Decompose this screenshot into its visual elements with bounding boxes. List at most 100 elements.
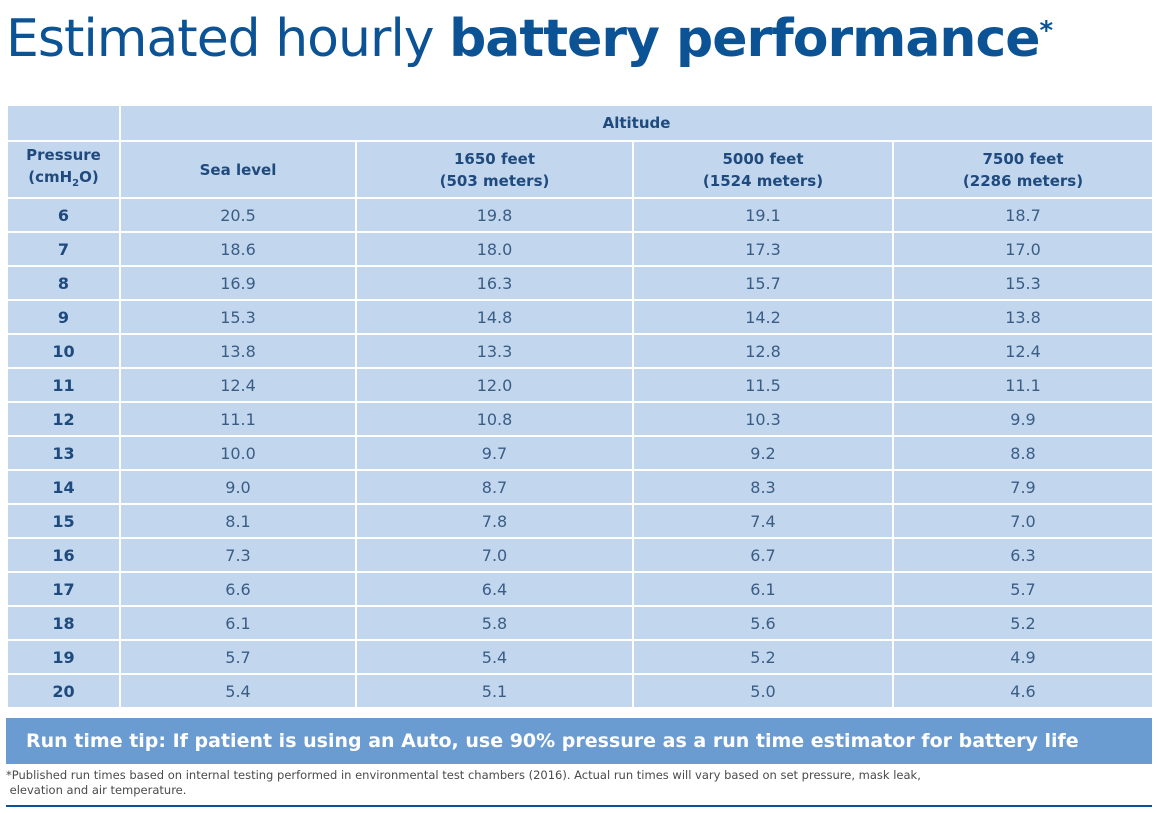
column-header-sea-level: Sea level (119, 140, 357, 199)
runtime-cell: 18.7 (891, 197, 1155, 233)
table-row: 16 7.3 7.0 6.7 6.3 (6, 537, 1155, 573)
runtime-cell: 12.4 (119, 367, 357, 403)
column-header-7500-feet: 7500 feet (2286 meters) (891, 140, 1155, 199)
table-row: 6 20.5 19.8 19.1 18.7 (6, 197, 1155, 233)
runtime-cell: 6.4 (355, 571, 634, 607)
runtime-cell: 13.8 (119, 333, 357, 369)
table-row: 11 12.4 12.0 11.5 11.1 (6, 367, 1155, 403)
pressure-cell: 17 (6, 571, 121, 607)
footnote: *Published run times based on internal t… (6, 768, 1136, 798)
runtime-cell: 10.8 (355, 401, 634, 437)
pressure-cell: 11 (6, 367, 121, 403)
table-row: 8 16.9 16.3 15.7 15.3 (6, 265, 1155, 301)
runtime-cell: 13.8 (891, 299, 1155, 335)
table-row: 13 10.0 9.7 9.2 8.8 (6, 435, 1155, 471)
runtime-cell: 4.6 (891, 673, 1155, 709)
table-row: 18 6.1 5.8 5.6 5.2 (6, 605, 1155, 641)
table-row: 14 9.0 8.7 8.3 7.9 (6, 469, 1155, 505)
runtime-cell: 17.3 (632, 231, 894, 267)
runtime-cell: 8.3 (632, 469, 894, 505)
runtime-cell: 5.6 (632, 605, 894, 641)
empty-corner-cell (6, 104, 121, 142)
runtime-cell: 7.8 (355, 503, 634, 539)
runtime-cell: 17.0 (891, 231, 1155, 267)
pressure-header-line1: Pressure (26, 146, 101, 164)
runtime-cell: 9.0 (119, 469, 357, 505)
runtime-cell: 5.8 (355, 605, 634, 641)
runtime-cell: 8.7 (355, 469, 634, 505)
table-row: 17 6.6 6.4 6.1 5.7 (6, 571, 1155, 607)
runtime-cell: 5.0 (632, 673, 894, 709)
runtime-cell: 14.2 (632, 299, 894, 335)
title-light-part: Estimated hourly (6, 9, 450, 69)
runtime-cell: 15.7 (632, 265, 894, 301)
runtime-cell: 16.9 (119, 265, 357, 301)
runtime-cell: 4.9 (891, 639, 1155, 675)
runtime-cell: 9.9 (891, 401, 1155, 437)
pressure-cell: 16 (6, 537, 121, 573)
title-bold-part: battery performance (449, 9, 1040, 69)
runtime-cell: 8.1 (119, 503, 357, 539)
table-row: 12 11.1 10.8 10.3 9.9 (6, 401, 1155, 437)
runtime-cell: 7.9 (891, 469, 1155, 505)
pressure-cell: 19 (6, 639, 121, 675)
runtime-cell: 15.3 (119, 299, 357, 335)
runtime-cell: 5.1 (355, 673, 634, 709)
runtime-cell: 8.8 (891, 435, 1155, 471)
pressure-cell: 6 (6, 197, 121, 233)
table-row: 19 5.7 5.4 5.2 4.9 (6, 639, 1155, 675)
pressure-cell: 10 (6, 333, 121, 369)
runtime-cell: 5.2 (632, 639, 894, 675)
runtime-cell: 6.1 (119, 605, 357, 641)
runtime-cell: 9.7 (355, 435, 634, 471)
runtime-cell: 11.1 (891, 367, 1155, 403)
pressure-cell: 12 (6, 401, 121, 437)
page-title: Estimated hourly battery performance* (6, 4, 1156, 74)
pressure-cell: 18 (6, 605, 121, 641)
runtime-cell: 12.8 (632, 333, 894, 369)
runtime-cell: 5.2 (891, 605, 1155, 641)
runtime-cell: 18.0 (355, 231, 634, 267)
footnote-line1: *Published run times based on internal t… (6, 768, 921, 782)
runtime-cell: 16.3 (355, 265, 634, 301)
runtime-cell: 10.3 (632, 401, 894, 437)
runtime-cell: 7.0 (355, 537, 634, 573)
pressure-header-unit: (cmH2O) (28, 168, 99, 189)
run-time-tip-bar: Run time tip: If patient is using an Aut… (6, 718, 1152, 764)
runtime-cell: 7.4 (632, 503, 894, 539)
title-asterisk: * (1039, 16, 1054, 46)
pressure-cell: 9 (6, 299, 121, 335)
runtime-cell: 6.1 (632, 571, 894, 607)
runtime-cell: 11.5 (632, 367, 894, 403)
pressure-cell: 14 (6, 469, 121, 505)
runtime-cell: 7.0 (891, 503, 1155, 539)
column-header-5000-feet: 5000 feet (1524 meters) (632, 140, 894, 199)
runtime-cell: 9.2 (632, 435, 894, 471)
altitude-header: Altitude (118, 104, 1155, 142)
runtime-cell: 18.6 (119, 231, 357, 267)
pressure-cell: 7 (6, 231, 121, 267)
runtime-cell: 5.4 (119, 673, 357, 709)
bottom-divider (6, 805, 1152, 807)
runtime-cell: 5.4 (355, 639, 634, 675)
runtime-cell: 5.7 (119, 639, 357, 675)
runtime-cell: 12.0 (355, 367, 634, 403)
table-row: 9 15.3 14.8 14.2 13.8 (6, 299, 1155, 335)
runtime-cell: 19.8 (355, 197, 634, 233)
runtime-cell: 5.7 (891, 571, 1155, 607)
runtime-cell: 14.8 (355, 299, 634, 335)
battery-performance-table: Altitude Pressure (cmH2O) Sea level 1650… (6, 104, 1155, 709)
column-header-row: Pressure (cmH2O) Sea level 1650 feet (50… (6, 140, 1155, 199)
table-row: 15 8.1 7.8 7.4 7.0 (6, 503, 1155, 539)
pressure-cell: 15 (6, 503, 121, 539)
runtime-cell: 15.3 (891, 265, 1155, 301)
runtime-cell: 20.5 (119, 197, 357, 233)
runtime-cell: 13.3 (355, 333, 634, 369)
footnote-line2: elevation and air temperature. (9, 783, 187, 797)
runtime-cell: 10.0 (119, 435, 357, 471)
runtime-cell: 6.3 (891, 537, 1155, 573)
pressure-cell: 8 (6, 265, 121, 301)
runtime-cell: 7.3 (119, 537, 357, 573)
table-row: 7 18.6 18.0 17.3 17.0 (6, 231, 1155, 267)
runtime-cell: 12.4 (891, 333, 1155, 369)
